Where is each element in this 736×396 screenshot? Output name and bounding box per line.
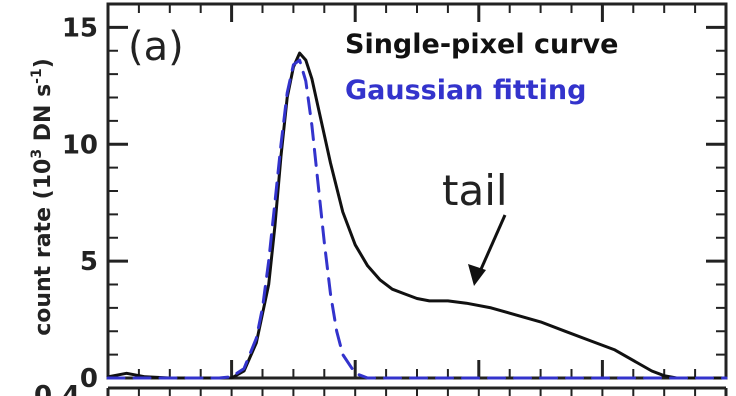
bottom-panel-tick-label: 0.4 — [34, 381, 80, 396]
tail-annotation: tail — [442, 166, 508, 215]
y-tick-label: 10 — [62, 130, 98, 160]
series-line-gaussian-fitting — [106, 58, 728, 380]
text-layer: (a) Single-pixel curve Gaussian fitting … — [29, 24, 618, 396]
y-axis-label-exp2: -1 — [29, 68, 45, 84]
series-line-single-pixel-curve — [106, 51, 728, 380]
series-layer — [106, 51, 728, 380]
panel-label: (a) — [128, 24, 184, 70]
tail-arrow-shaft — [476, 214, 507, 277]
tail-arrow-head — [468, 264, 486, 286]
y-axis-label-suffix: ) — [31, 58, 56, 68]
legend-entry-gaussian-fitting: Gaussian fitting — [345, 75, 586, 106]
y-axis-label-prefix: count rate (10 — [31, 159, 56, 336]
y-axis-label-middle: DN s — [31, 84, 56, 149]
y-tick-label: 15 — [62, 13, 98, 43]
y-axis-label: count rate (103 DN s-1) — [29, 58, 56, 336]
y-axis-label-exp: 3 — [29, 149, 45, 159]
y-tick-label: 0 — [80, 364, 98, 394]
y-tick-label: 5 — [80, 247, 98, 277]
plot-frame — [106, 2, 728, 380]
legend-entry-single-pixel-curve: Single-pixel curve — [345, 29, 618, 60]
